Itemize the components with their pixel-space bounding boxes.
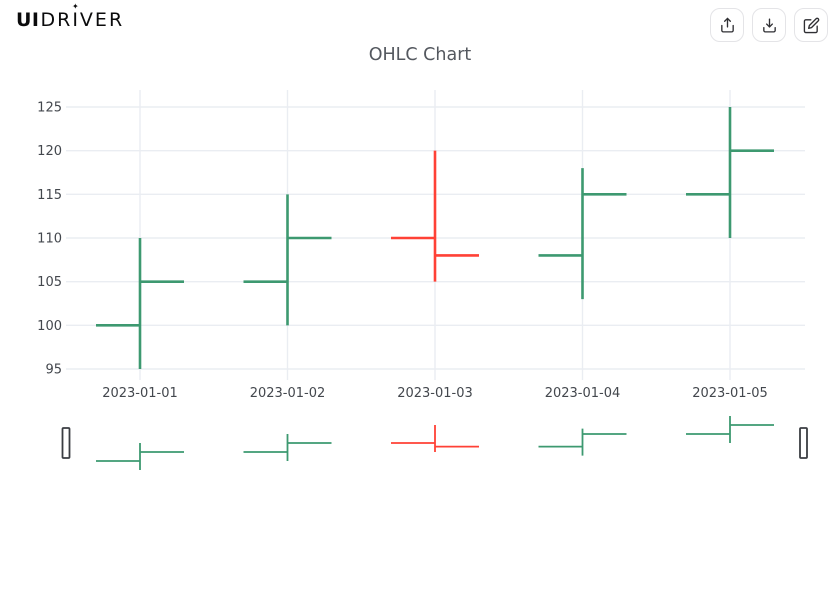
- toolbar: [710, 8, 828, 42]
- ohlc-bar: [391, 150, 479, 282]
- ohlc-bar: [96, 238, 184, 369]
- chart-title: OHLC Chart: [368, 45, 472, 65]
- nav-ohlc-bar: [686, 416, 774, 443]
- logo-suffix: DRIVER: [40, 9, 125, 31]
- ohlc-bar: [686, 107, 774, 238]
- rangeslider-handle-right[interactable]: [799, 427, 808, 459]
- y-tick-label: 95: [45, 363, 62, 378]
- y-tick-label: 105: [37, 275, 62, 290]
- share-icon: [720, 17, 734, 33]
- nav-ohlc-bar: [243, 434, 332, 461]
- y-tick-label: 100: [37, 319, 62, 334]
- download-button[interactable]: [752, 8, 786, 42]
- x-tick-label: 2023-01-04: [545, 386, 621, 401]
- x-tick-label: 2023-01-05: [692, 386, 768, 401]
- rangeslider-handle-left[interactable]: [61, 427, 71, 459]
- app-logo: UI DRIVER ✦: [16, 2, 125, 32]
- y-tick-label: 120: [37, 144, 62, 159]
- download-icon: [762, 17, 776, 33]
- nav-ohlc-bar: [96, 443, 184, 470]
- edit-button[interactable]: [794, 8, 828, 42]
- edit-icon: [803, 17, 819, 33]
- nav-ohlc-bar: [538, 428, 627, 456]
- x-tick-label: 2023-01-03: [397, 386, 473, 401]
- y-tick-label: 115: [37, 188, 62, 203]
- ohlc-bar: [243, 194, 332, 326]
- y-tick-label: 110: [37, 232, 62, 247]
- ohlc-bar: [538, 168, 627, 300]
- y-tick-label: 125: [37, 101, 62, 116]
- sparkle-icon: ✦: [72, 2, 79, 11]
- x-tick-label: 2023-01-01: [102, 386, 178, 401]
- share-button[interactable]: [710, 8, 744, 42]
- logo-prefix: UI: [16, 9, 40, 31]
- x-tick-label: 2023-01-02: [250, 386, 326, 401]
- nav-ohlc-bar: [391, 425, 479, 452]
